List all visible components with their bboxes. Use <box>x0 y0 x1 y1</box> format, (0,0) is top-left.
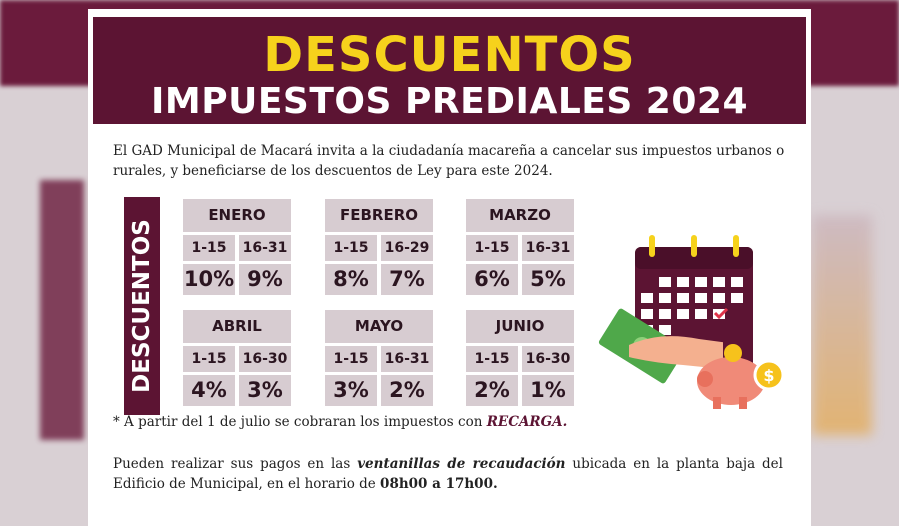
payment-illustration: $ <box>598 235 785 409</box>
calendar-icon <box>635 235 753 357</box>
date-range: 16-31 <box>522 235 574 261</box>
payment-location: ventanillas de recaudación <box>357 456 566 472</box>
note-text: * A partir del 1 de julio se cobraran lo… <box>113 414 487 430</box>
discount-value: 10% <box>183 264 235 295</box>
discount-value: 9% <box>239 264 291 295</box>
date-range: 16-29 <box>381 235 433 261</box>
date-range: 16-30 <box>239 346 291 372</box>
background-illustration-ghost <box>812 215 872 435</box>
coin-icon: $ <box>753 359 785 391</box>
svg-text:$: $ <box>763 366 774 385</box>
month-block-febrero: FEBRERO 1-15 16-29 8% 7% <box>325 199 433 295</box>
month-name: ABRIL <box>183 310 291 343</box>
discount-value: 2% <box>466 375 518 406</box>
month-name: FEBRERO <box>325 199 433 232</box>
month-block-abril: ABRIL 1-15 16-30 4% 3% <box>183 310 291 406</box>
flyer-card: DESCUENTOS IMPUESTOS PREDIALES 2024 El G… <box>88 9 811 526</box>
side-label-bar <box>124 197 160 415</box>
background-side-bar <box>40 180 84 440</box>
recharge-note: * A partir del 1 de julio se cobraran lo… <box>113 414 793 436</box>
discount-value: 6% <box>466 264 518 295</box>
discount-value: 2% <box>381 375 433 406</box>
page-title: DESCUENTOS <box>263 27 636 83</box>
date-range: 1-15 <box>183 346 235 372</box>
discount-value: 3% <box>239 375 291 406</box>
discount-value: 1% <box>522 375 574 406</box>
side-label: DESCUENTOS <box>129 219 155 393</box>
discount-value: 3% <box>325 375 377 406</box>
discount-value: 7% <box>381 264 433 295</box>
month-block-marzo: MARZO 1-15 16-31 6% 5% <box>466 199 574 295</box>
date-range: 16-30 <box>522 346 574 372</box>
discount-value: 8% <box>325 264 377 295</box>
month-block-mayo: MAYO 1-15 16-31 3% 2% <box>325 310 433 406</box>
month-block-enero: ENERO 1-15 16-31 10% 9% <box>183 199 291 295</box>
month-block-junio: JUNIO 1-15 16-30 2% 1% <box>466 310 574 406</box>
payment-text-1: Pueden realizar sus pagos en las <box>113 456 358 472</box>
intro-paragraph: El GAD Municipal de Macará invita a la c… <box>113 143 785 179</box>
discount-value: 5% <box>522 264 574 295</box>
discount-value: 4% <box>183 375 235 406</box>
date-range: 16-31 <box>381 346 433 372</box>
month-name: MAYO <box>325 310 433 343</box>
payment-hours: 08h00 a 17h00. <box>380 476 498 492</box>
title-banner: DESCUENTOS IMPUESTOS PREDIALES 2024 <box>93 17 806 124</box>
date-range: 1-15 <box>325 235 377 261</box>
payment-text-2: ubicada en la planta baja del Edificio d… <box>113 456 783 492</box>
month-name: JUNIO <box>466 310 574 343</box>
date-range: 16-31 <box>239 235 291 261</box>
date-range: 1-15 <box>466 346 518 372</box>
note-emphasis: RECARGA. <box>486 414 568 430</box>
month-name: ENERO <box>183 199 291 232</box>
date-range: 1-15 <box>325 346 377 372</box>
month-name: MARZO <box>466 199 574 232</box>
page-subtitle: IMPUESTOS PREDIALES 2024 <box>151 81 748 122</box>
piggy-bank-icon <box>697 344 765 409</box>
payment-info: Pueden realizar sus pagos en las ventani… <box>113 454 783 498</box>
date-range: 1-15 <box>183 235 235 261</box>
date-range: 1-15 <box>466 235 518 261</box>
